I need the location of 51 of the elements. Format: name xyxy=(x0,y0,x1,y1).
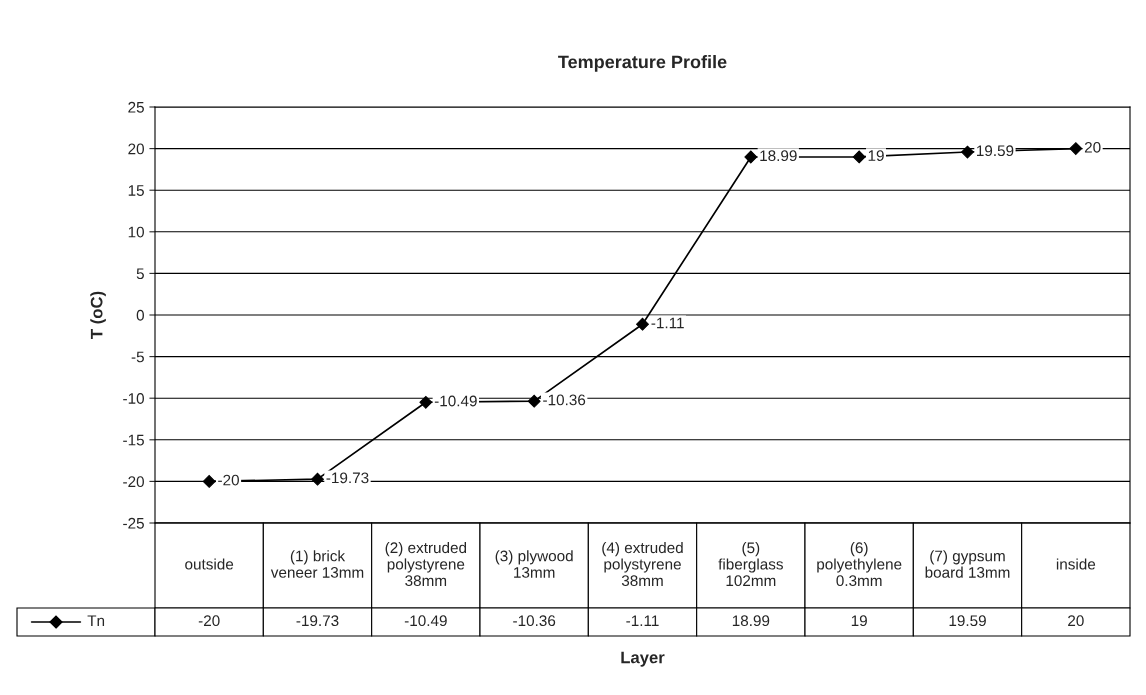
y-tick-label: -25 xyxy=(123,517,144,529)
point xyxy=(961,145,974,159)
y-tick-label: 5 xyxy=(136,268,144,280)
data-label: 19 xyxy=(868,150,884,162)
x-tick-label: (1) brick veneer 13mm xyxy=(270,550,364,578)
point xyxy=(852,150,866,164)
text: -10.36 xyxy=(513,615,556,627)
y-tick-label: -5 xyxy=(131,351,144,363)
x-tick-label: outside xyxy=(185,558,234,570)
data-label: -10.49 xyxy=(434,395,477,407)
point xyxy=(636,317,649,331)
y-tick-label: 0 xyxy=(136,309,144,321)
data-label: 18.99 xyxy=(760,150,797,162)
text: 19.59 xyxy=(949,615,986,627)
point xyxy=(1069,142,1083,156)
legend-label: Tn xyxy=(87,615,105,626)
x-tick-label: (6) polyethylene 0.3mm xyxy=(817,541,902,587)
y-axis-title: T (oC) xyxy=(90,291,106,339)
x-tick-label: (3) plywood 13mm xyxy=(495,550,573,578)
text: 20 xyxy=(1068,615,1084,627)
point xyxy=(744,150,758,164)
x-tick-label: inside xyxy=(1056,558,1096,570)
y-tick-label: 25 xyxy=(128,101,144,113)
y-tick-label: -15 xyxy=(123,434,144,446)
y-tick-label: 15 xyxy=(128,185,144,196)
point xyxy=(419,395,433,409)
data-label: 19.59 xyxy=(977,145,1014,157)
x-tick-label: (4) extruded polystyrene 38mm xyxy=(602,541,683,587)
point xyxy=(311,472,324,486)
x-axis-title: Layer xyxy=(621,651,665,667)
x-tick-label: (2) extruded polystyrene 38mm xyxy=(385,541,467,587)
text: 18.99 xyxy=(732,615,770,627)
data-label: -20 xyxy=(218,474,239,486)
text: -1.11 xyxy=(626,615,659,626)
y-tick-label: -10 xyxy=(123,393,144,404)
x-tick-label: (5) fiberglass 102mm xyxy=(718,541,783,587)
y-tick-label: 10 xyxy=(128,226,144,238)
data-label: -10.36 xyxy=(543,394,586,406)
data-label: 20 xyxy=(1084,141,1101,153)
chart-title: Temperature Profile xyxy=(558,55,727,72)
text: 19 xyxy=(851,615,867,627)
point xyxy=(202,474,216,488)
text: -10.49 xyxy=(404,615,447,627)
data-label: -1.11 xyxy=(651,317,684,329)
point xyxy=(527,394,541,408)
y-tick-label: -20 xyxy=(123,476,144,488)
data-label: -19.73 xyxy=(326,472,369,484)
text: -20 xyxy=(198,615,220,627)
x-tick-label: (7) gypsum board 13mm xyxy=(925,550,1010,578)
text: -19.73 xyxy=(296,615,339,627)
y-tick-label: 20 xyxy=(128,143,144,155)
